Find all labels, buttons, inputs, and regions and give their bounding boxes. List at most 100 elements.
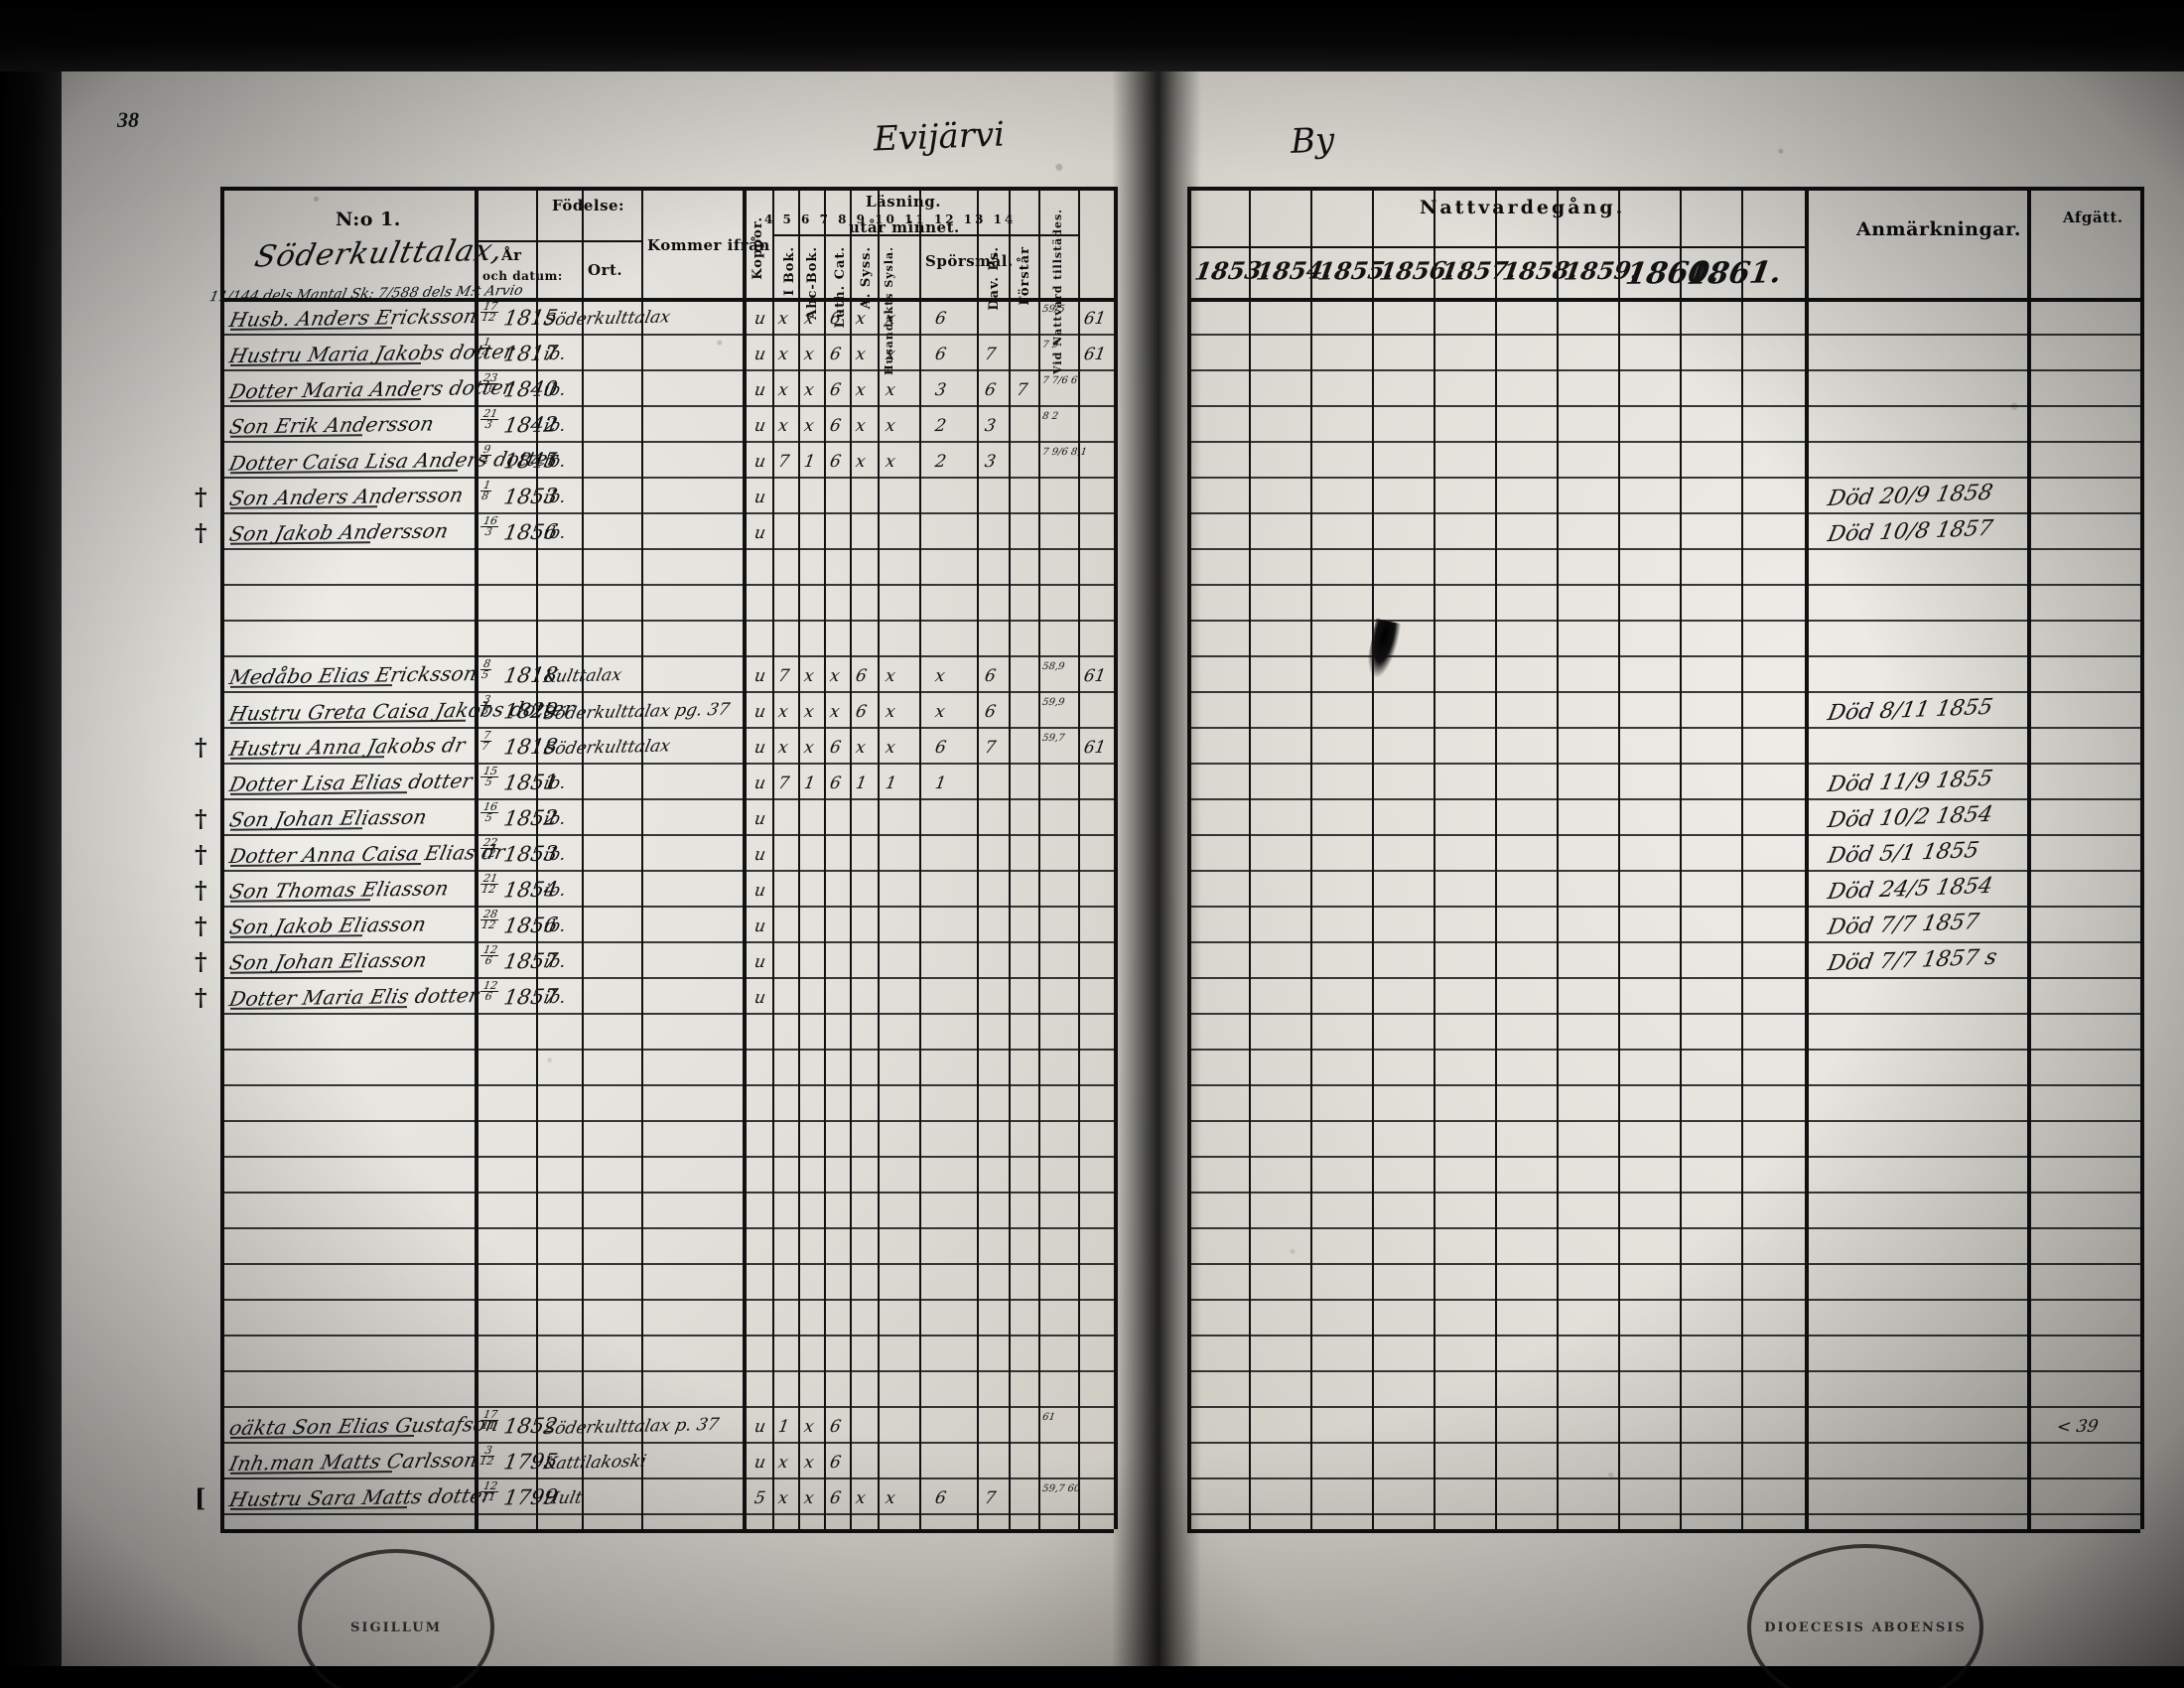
row-b1-2-birth-place: ib.: [541, 379, 568, 401]
grid-rowline-right: [1187, 1013, 2140, 1015]
grid-vline-left-11: [919, 187, 921, 1529]
row-b2-9-cross-marker: †: [195, 983, 207, 1012]
row-b1-1-admitted: 61: [1082, 344, 1108, 365]
grid-top-left: [220, 187, 1114, 191]
grid-rowline-left: [220, 1263, 1114, 1265]
grid-rowline-right: [1187, 691, 2140, 693]
grid-vline-right-4: [1433, 187, 1435, 1529]
row-b1-3-birth-place: ib.: [541, 415, 568, 437]
grid-rowline-left: [220, 941, 1114, 943]
grid-rowline-right: [1187, 763, 2140, 765]
grid-rowline-left: [220, 620, 1114, 622]
row-b1-2-birth-date: 23 10: [479, 371, 500, 396]
grid-rowline-right: [1187, 441, 2140, 443]
village-name-left: Evijärvi: [873, 114, 1006, 160]
grid-vline-left-14: [1038, 187, 1040, 1529]
grid-rowline-left: [220, 441, 1114, 443]
grid-vline-left-6: [772, 187, 774, 1529]
row-b3-0-departed: < 39: [2055, 1416, 2100, 1438]
row-b2-2-cross-marker: †: [195, 733, 207, 762]
row-b2-0-tick-record: 58,9: [1041, 661, 1066, 672]
row-b3-2-birth-place: Hult: [541, 1487, 585, 1509]
row-b1-6-birth-date: 16 3: [478, 514, 500, 538]
grid-vline-right-8: [1680, 187, 1682, 1529]
row-b2-4-cross-marker: †: [195, 804, 207, 833]
row-b2-6-birth-place: ib.: [541, 880, 568, 902]
grid-vline-left-7: [798, 187, 800, 1529]
header-birth-year: År: [501, 246, 522, 264]
grid-rowline-right: [1187, 1227, 2140, 1229]
grid-rowline-left: [220, 798, 1114, 800]
header-reading-group: Läsning.: [866, 193, 941, 211]
grid-rowline-left: [220, 1299, 1114, 1301]
grid-rowline-left: [220, 1442, 1114, 1444]
grid-rowline-right: [1187, 1477, 2140, 1479]
row-b3-2-birth-date: 12 11: [479, 1479, 500, 1504]
grid-rowline-right: [1187, 655, 2140, 657]
grid-rowline-left: [220, 405, 1114, 407]
grid-rowline-right: [1187, 405, 2140, 407]
row-b1-0-birth-place: Söderkulttalax: [541, 307, 673, 331]
row-b1-1-birth-place: ib.: [541, 344, 568, 365]
grid-vline-right-2: [1310, 187, 1312, 1529]
grid-rowline-right: [1187, 941, 2140, 943]
header-read-6: Spörsmål.: [925, 252, 1014, 270]
grid-rowline-left: [220, 1120, 1114, 1122]
communion-year-header-1861: 1861.: [1685, 255, 1784, 292]
grid-vline-left-5: [743, 187, 747, 1529]
grid-rowline-right: [1187, 1335, 2140, 1336]
grid-rowline-left: [220, 1156, 1114, 1158]
row-b2-5-birth-place: ib.: [541, 844, 568, 866]
row-b1-4-tick-record: 7 9/6 8,1: [1041, 447, 1088, 458]
row-b2-2-birth-place: Söderkulttalax: [541, 736, 673, 760]
village-name-right: By: [1290, 120, 1335, 162]
grid-rowline-right: [1187, 334, 2140, 336]
grid-vline-right-11: [2027, 187, 2031, 1529]
row-b2-8-birth-place: ib.: [541, 951, 568, 973]
grid-vline-left-4: [641, 187, 643, 1529]
grid-rowline-left: [220, 369, 1114, 371]
row-b2-4-birth-date: 16 5: [478, 800, 500, 824]
grid-rowline-right: [1187, 834, 2140, 836]
row-b3-1-birth-place: Kattilakoski: [541, 1451, 648, 1475]
row-b2-5-cross-marker: †: [195, 840, 207, 869]
row-b1-5-cross-marker: †: [195, 483, 207, 511]
film-border-left: [0, 0, 62, 1688]
row-b2-1-tick-record: 59,9: [1041, 697, 1066, 708]
grid-bottom-right: [1187, 1529, 2140, 1533]
row-b3-0-birth-date: 17 11: [479, 1408, 500, 1433]
row-b2-5-birth-date: 22 12: [479, 836, 500, 861]
grid-vline-right-0: [1187, 187, 1191, 1529]
header-read-7: Dav. Ps.: [987, 246, 1002, 311]
grid-rowline-left: [220, 763, 1114, 765]
row-b1-6-cross-marker: †: [195, 518, 207, 547]
row-b2-3-birth-date: 15 5: [478, 765, 500, 788]
grid-rowline-right: [1187, 584, 2140, 586]
row-b2-8-cross-marker: †: [195, 947, 207, 976]
row-b2-8-birth-date: 12 6: [478, 943, 500, 967]
grid-rowline-left: [220, 1335, 1114, 1336]
row-b2-3-birth-place: ib.: [541, 773, 568, 794]
grid-rowline-right: [1187, 1120, 2140, 1122]
row-b1-2-tick-record: 7 7/6 6: [1041, 375, 1079, 386]
grid-vline-right-10: [1805, 187, 1809, 1529]
grid-rowline-right: [1187, 1263, 2140, 1265]
grid-rowline-right: [1187, 1156, 2140, 1158]
grid-vline-right-12: [2140, 187, 2144, 1529]
header-read-4: A. Syss.: [859, 246, 874, 310]
row-b1-5-birth-place: ib.: [541, 487, 568, 508]
grid-rowline-left: [220, 1227, 1114, 1229]
household-number: N:o 1.: [336, 209, 401, 230]
grid-top-right: [1187, 187, 2140, 191]
grid-rowline-right: [1187, 477, 2140, 479]
grid-vline-left-16: [1114, 187, 1118, 1529]
grid-vline-right-5: [1495, 187, 1497, 1529]
grid-rowline-right: [1187, 1442, 2140, 1444]
grid-rowline-right: [1187, 1406, 2140, 1408]
grid-rowline-right: [1187, 1370, 2140, 1372]
grid-rowline-left: [220, 584, 1114, 586]
row-b2-9-birth-date: 12 6: [478, 979, 500, 1003]
header-birth-place: Ort.: [588, 261, 623, 279]
row-b1-1-tick-record: 7 9: [1041, 340, 1059, 351]
